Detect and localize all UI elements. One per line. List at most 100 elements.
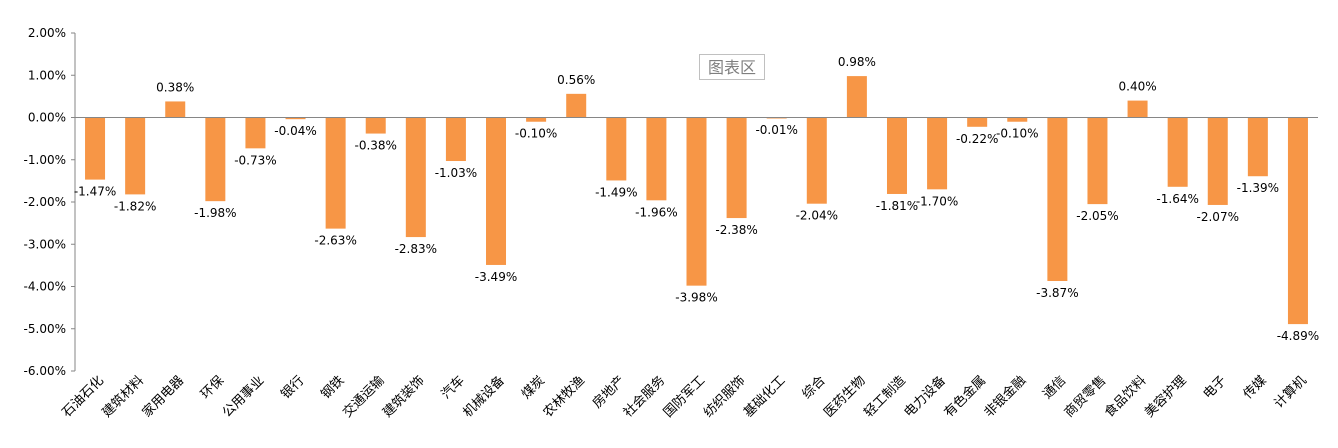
data-label: -0.38% xyxy=(354,139,396,153)
data-label: -3.87% xyxy=(1036,286,1078,300)
bar xyxy=(325,117,346,229)
bar xyxy=(1207,117,1228,205)
bar xyxy=(686,117,707,286)
data-label: -2.83% xyxy=(395,242,437,256)
data-label: -0.73% xyxy=(234,153,276,167)
category-label: 电力设备 xyxy=(901,373,949,421)
data-label: -1.98% xyxy=(194,206,236,220)
bar xyxy=(726,117,747,219)
bar xyxy=(566,93,587,118)
bar xyxy=(1087,117,1108,205)
data-label: -2.38% xyxy=(715,223,757,237)
data-label: -1.81% xyxy=(876,199,918,213)
category-label: 煤炭 xyxy=(519,373,548,402)
bar xyxy=(486,117,507,265)
data-label: -1.39% xyxy=(1237,181,1279,195)
data-label: -1.96% xyxy=(635,205,677,219)
bar xyxy=(806,117,827,204)
y-tick-label: -5.00% xyxy=(24,322,66,336)
category-label: 通信 xyxy=(1040,373,1069,402)
y-axis: 2.00% 1.00% 0.00% -1.00% -2.00% -3.00% -4.00% -… xyxy=(24,26,76,378)
bar xyxy=(1047,117,1068,282)
bar xyxy=(245,117,266,149)
data-label: -2.63% xyxy=(314,234,356,248)
category-label: 房地产 xyxy=(589,373,628,412)
category-label: 农林牧渔 xyxy=(541,373,588,420)
category-label: 基础化工 xyxy=(741,373,788,420)
category-label: 建筑装饰 xyxy=(380,373,428,421)
data-label: -1.64% xyxy=(1156,192,1198,206)
data-label: -2.07% xyxy=(1197,210,1239,224)
data-label: -4.89% xyxy=(1277,329,1319,343)
category-label: 计算机 xyxy=(1272,373,1310,411)
category-label: 环保 xyxy=(198,373,227,402)
y-tick-label: -3.00% xyxy=(24,237,66,251)
category-label: 有色金属 xyxy=(941,373,989,421)
data-label: -1.82% xyxy=(114,199,156,213)
category-label: 机械设备 xyxy=(460,373,508,421)
bar xyxy=(125,117,146,195)
category-label: 交通运输 xyxy=(339,373,387,421)
category-label: 汽车 xyxy=(438,373,468,403)
data-label: 0.56% xyxy=(557,73,595,87)
category-label: 非银金融 xyxy=(981,373,1029,421)
bar xyxy=(1287,117,1308,325)
data-label: -1.03% xyxy=(435,166,477,180)
bar xyxy=(165,101,186,118)
bar xyxy=(1127,100,1148,118)
bar xyxy=(85,117,106,180)
chart-area-tooltip: 图表区 xyxy=(699,54,765,80)
data-label: -0.10% xyxy=(515,127,557,141)
bar xyxy=(646,117,667,201)
bar xyxy=(445,117,466,162)
category-label: 家用电器 xyxy=(139,373,187,421)
data-labels: -1.47%-1.82% 0.38% -1.98% -0.73% -0.04% -2.63… xyxy=(74,55,1319,343)
bar xyxy=(1247,117,1268,177)
data-label: -1.49% xyxy=(595,185,637,199)
data-label: -3.98% xyxy=(675,291,717,305)
data-label: 0.40% xyxy=(1119,80,1157,94)
category-label: 国防军工 xyxy=(660,373,708,421)
bars xyxy=(85,76,1308,325)
data-label: -1.70% xyxy=(916,194,958,208)
bar xyxy=(205,117,226,202)
category-label: 传媒 xyxy=(1241,373,1270,402)
bar xyxy=(526,117,547,122)
category-label: 公用事业 xyxy=(220,373,267,420)
data-label: -0.22% xyxy=(956,132,998,146)
category-label: 轻工制造 xyxy=(861,373,908,420)
data-label: -0.04% xyxy=(274,124,316,138)
y-tick-label: 2.00% xyxy=(28,26,66,40)
data-label: 0.38% xyxy=(156,80,194,94)
bar xyxy=(285,117,306,120)
bar xyxy=(967,117,988,127)
y-tick-label: 1.00% xyxy=(28,68,66,82)
category-label: 建筑材料 xyxy=(99,373,147,421)
data-label: -0.01% xyxy=(755,123,797,137)
category-label: 纺织服饰 xyxy=(701,373,748,420)
bar xyxy=(606,117,627,181)
data-label: -2.05% xyxy=(1076,209,1118,223)
bar xyxy=(365,117,386,134)
category-label: 食品饮料 xyxy=(1101,373,1149,421)
category-label: 钢铁 xyxy=(318,373,347,402)
bar xyxy=(1007,117,1028,122)
bar xyxy=(1167,117,1188,187)
y-tick-label: -1.00% xyxy=(24,153,66,167)
data-label: -1.47% xyxy=(74,185,116,199)
y-tick-label: -6.00% xyxy=(24,364,66,378)
data-label: -3.49% xyxy=(475,270,517,284)
bar xyxy=(846,76,867,118)
data-label: 0.98% xyxy=(838,55,876,69)
category-label: 银行 xyxy=(278,373,307,402)
bar xyxy=(927,117,948,190)
bar xyxy=(405,117,426,238)
y-tick-label: -4.00% xyxy=(24,280,66,294)
category-label: 医药生物 xyxy=(821,373,868,420)
category-label: 石油石化 xyxy=(59,373,106,420)
bar xyxy=(886,117,907,194)
category-label: 商贸零售 xyxy=(1061,373,1109,421)
category-label: 美容护理 xyxy=(1141,373,1189,421)
data-label: -2.04% xyxy=(796,209,838,223)
